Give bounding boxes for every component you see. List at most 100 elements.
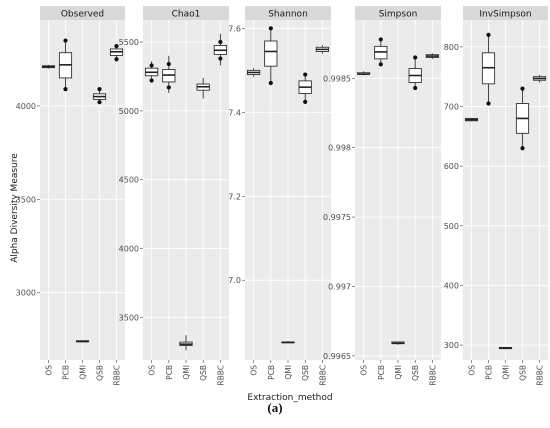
x-tick-label: PCB <box>267 365 276 380</box>
box-qsb <box>92 87 107 105</box>
y-tick-label: 4500 <box>119 176 139 185</box>
box-rbbc <box>532 74 547 83</box>
outlier-point <box>166 61 171 67</box>
box-os <box>464 117 479 122</box>
outlier-point <box>149 78 154 83</box>
box-rbbc <box>425 53 440 59</box>
box-pcb <box>58 38 73 92</box>
y-tick-label: 3500 <box>119 313 139 322</box>
outlier-point <box>486 32 491 38</box>
x-tick-label: RBBC <box>536 365 545 386</box>
y-tick-label: 0.9975 <box>323 213 351 222</box>
y-tick-label: 0.998 <box>328 144 351 153</box>
x-tick-label: QMI <box>79 365 88 380</box>
y-tick-label: 0.9985 <box>323 74 351 83</box>
facet-strip-label: Shannon <box>268 10 308 20</box>
outlier-point <box>520 86 525 91</box>
outlier-point <box>413 85 418 91</box>
facet-panel-invsimpson: InvSimpson 300 400 500 600 700 800 OS PCB QMI QSB R… <box>444 6 548 386</box>
facet-strip-label: InvSimpson <box>479 10 531 20</box>
outlier-point <box>486 101 491 106</box>
facet-panels: Observed 3000 3500 4000 OS PCB QMI QSB RBBC Chao1… <box>16 6 548 386</box>
box-qsb <box>408 55 422 91</box>
box-rbbc <box>315 45 330 54</box>
box-iqr <box>264 40 278 67</box>
x-tick-label: OS <box>360 365 369 376</box>
outlier-point <box>114 57 119 62</box>
box-qmi <box>179 335 193 351</box>
x-tick-label: QSB <box>199 365 208 381</box>
y-tick-label: 300 <box>444 341 459 350</box>
outlier-point <box>218 56 223 61</box>
box-pcb <box>481 32 496 106</box>
y-tick-label: 4000 <box>16 102 36 111</box>
y-tick-label: 500 <box>444 222 459 231</box>
outlier-point <box>149 63 154 68</box>
box-qsb <box>515 86 530 151</box>
x-tick-label: OS <box>148 365 157 376</box>
facet-strip-label: Observed <box>61 10 104 20</box>
y-tick-label: 5000 <box>119 107 139 116</box>
box-qsb <box>196 77 210 99</box>
x-tick-label: QMI <box>284 365 293 380</box>
x-axis-title: Extraction_method <box>247 393 332 403</box>
y-tick-label: 0.997 <box>328 282 351 291</box>
outlier-point <box>303 72 308 77</box>
facet-strip <box>463 6 548 20</box>
x-tick-label: RBBC <box>216 365 225 386</box>
x-tick-label: QMI <box>394 365 403 380</box>
y-tick-label: 600 <box>444 162 459 171</box>
x-tick-label: PCB <box>165 365 174 380</box>
outlier-point <box>268 80 273 86</box>
x-tick-label: OS <box>468 365 477 376</box>
x-tick-label: QSB <box>411 365 420 381</box>
facet-strip <box>245 6 331 20</box>
outlier-point <box>63 87 68 92</box>
y-tick-label: 7.4 <box>228 108 241 117</box>
box-pcb <box>374 37 388 67</box>
box-qmi <box>281 341 295 344</box>
x-tick-label: QSB <box>519 365 528 381</box>
y-tick-label: 3000 <box>16 289 36 298</box>
box-pcb <box>264 26 278 86</box>
outlier-point <box>413 55 418 60</box>
y-tick-label: 0.9965 <box>323 352 351 361</box>
x-tick-label: RBBC <box>318 365 327 386</box>
facet-strip <box>40 6 125 20</box>
facet-strip-label: Simpson <box>379 10 418 20</box>
facet-strip <box>355 6 441 20</box>
figure-caption: (a) <box>267 400 283 415</box>
box-rbbc <box>109 44 124 62</box>
box-qsb <box>298 72 312 104</box>
box-os <box>41 64 56 69</box>
x-tick-label: OS <box>45 365 54 376</box>
y-tick-label: 7.0 <box>228 276 241 285</box>
outlier-point <box>378 37 383 42</box>
x-tick-label: RBBC <box>113 365 122 386</box>
box-qmi <box>391 341 405 345</box>
facet-panel-chao1: Chao1 3500 4000 4500 5000 5500 OS PCB QMI QSB RBBC <box>119 6 229 386</box>
x-tick-label: PCB <box>485 365 494 380</box>
outlier-point <box>63 38 68 43</box>
y-tick-label: 800 <box>444 43 459 52</box>
y-tick-label: 7.2 <box>228 192 241 201</box>
x-tick-label: PCB <box>62 365 71 380</box>
facet-panel-observed: Observed 3000 3500 4000 OS PCB QMI QSB RBBC <box>16 6 125 386</box>
y-tick-label: 3500 <box>16 195 36 204</box>
x-tick-label: QMI <box>502 365 511 380</box>
box-qmi <box>498 346 513 350</box>
x-tick-label: PCB <box>377 365 386 380</box>
box-os <box>246 68 261 77</box>
outlier-point <box>268 26 273 31</box>
box-pcb <box>162 55 176 93</box>
x-tick-label: QSB <box>301 365 310 381</box>
facet-strip-label: Chao1 <box>172 10 201 20</box>
x-tick-label: OS <box>250 365 259 376</box>
outlier-point <box>378 62 383 67</box>
x-tick-label: QMI <box>182 365 191 380</box>
y-tick-label: 4000 <box>119 245 139 254</box>
box-qmi <box>75 340 90 343</box>
box-os <box>356 71 371 76</box>
x-tick-label: QSB <box>96 365 105 381</box>
